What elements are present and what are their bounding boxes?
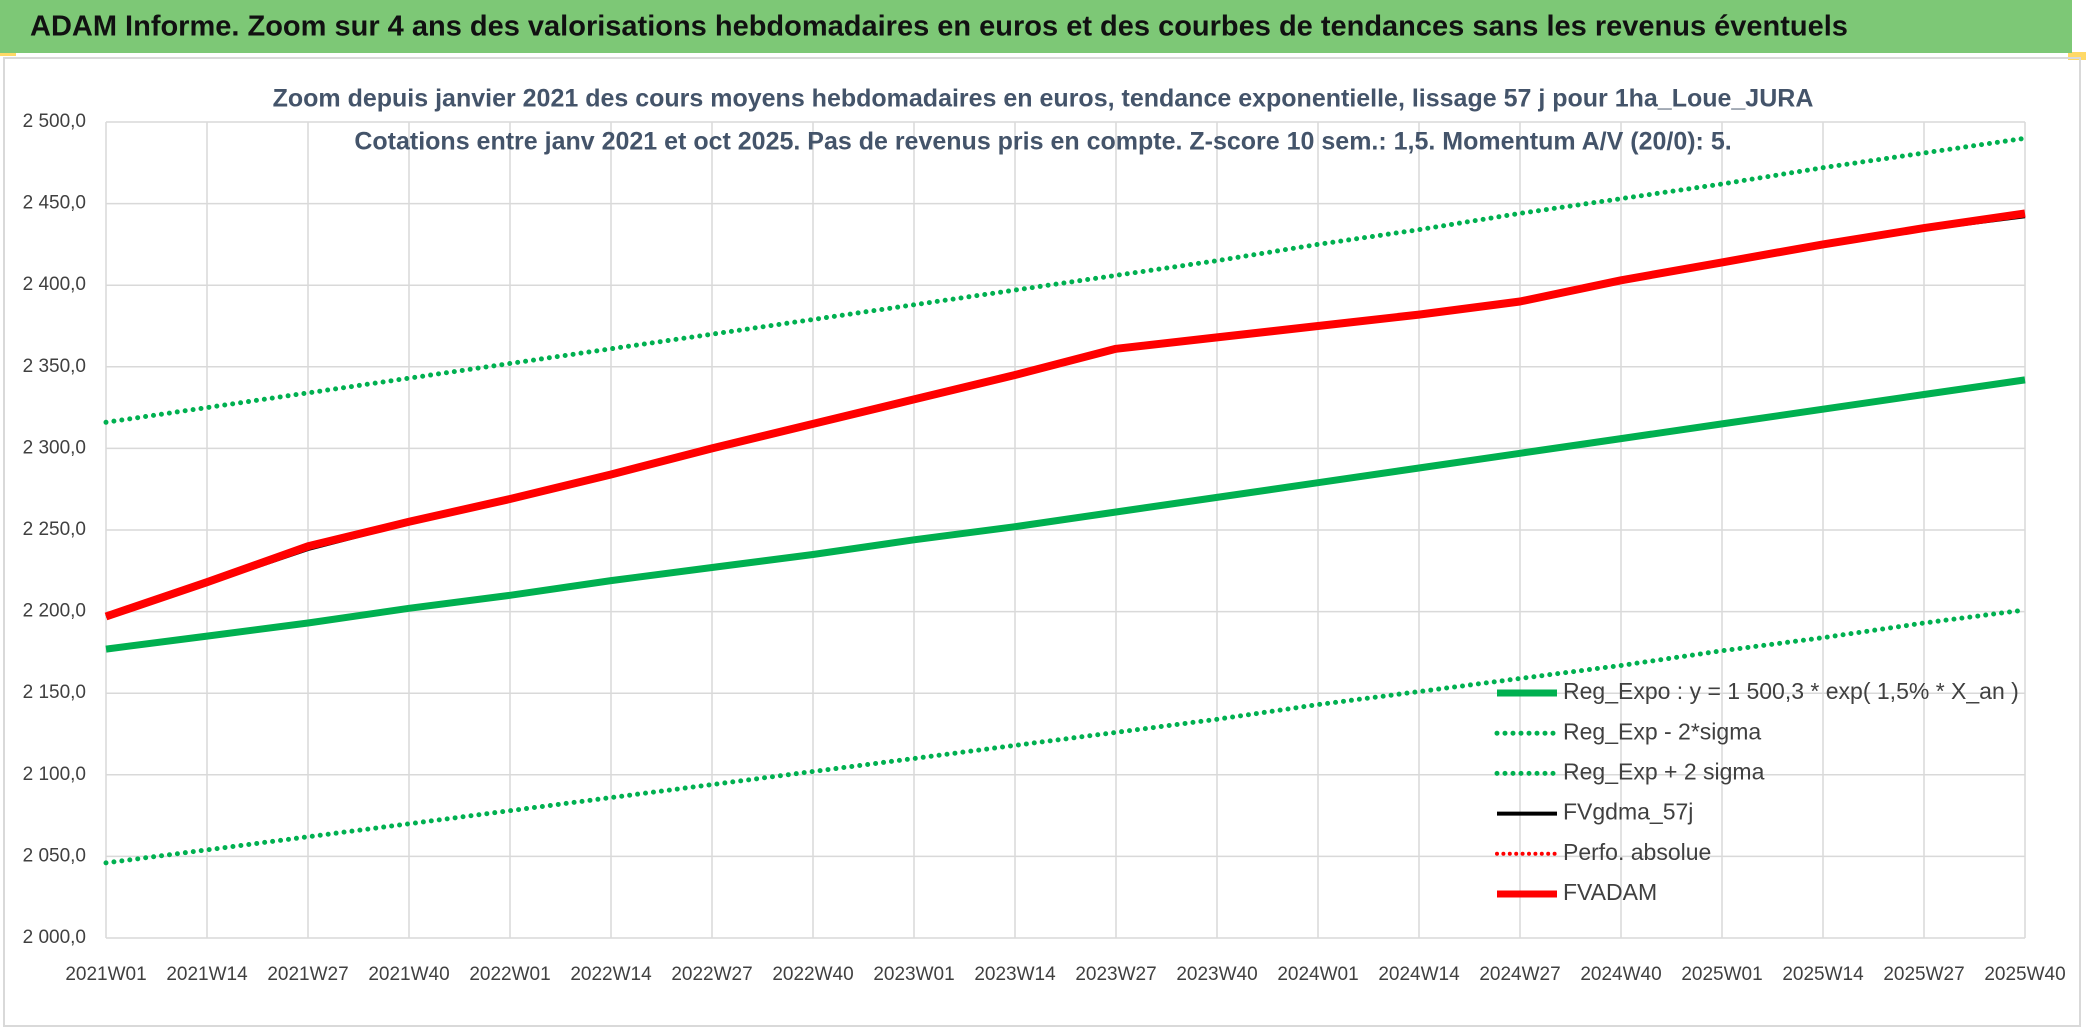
x-tick-label: 2023W40 [1176, 964, 1257, 985]
y-tick-label: 2 400,0 [23, 274, 86, 295]
x-tick-label: 2022W27 [671, 964, 752, 985]
series-line [103, 607, 2028, 866]
series-line [103, 135, 2028, 425]
x-tick-label: 2025W40 [1984, 964, 2065, 985]
x-tick-label: 2022W01 [469, 964, 550, 985]
y-tick-label: 2 300,0 [23, 437, 86, 458]
plot [103, 135, 2028, 866]
y-tick-label: 2 100,0 [23, 764, 86, 785]
y-tick-label: 2 350,0 [23, 356, 86, 377]
series-line [105, 376, 2026, 653]
legend-label: Reg_Exp - 2*sigma [1563, 718, 1761, 744]
legend-label: FVgdma_57j [1563, 799, 1693, 825]
y-tick-label: 2 250,0 [23, 519, 86, 540]
legend-label: Perfo. absolue [1563, 839, 1711, 865]
x-tick-label: 2022W40 [772, 964, 853, 985]
legend: Reg_Expo : y = 1 500,3 * exp( 1,5% * X_a… [1494, 678, 2019, 905]
corner [0, 52, 16, 56]
header-band [0, 0, 2072, 53]
x-tick-label: 2024W27 [1479, 964, 1560, 985]
chart-subtitle: Cotations entre janv 2021 et oct 2025. P… [354, 128, 1731, 156]
x-tick-label: 2023W27 [1075, 964, 1156, 985]
corner [2068, 52, 2086, 60]
y-tick-label: 2 200,0 [23, 601, 86, 622]
x-tick-label: 2021W27 [267, 964, 348, 985]
chart-frame [3, 57, 2081, 1027]
y-tick-label: 2 450,0 [23, 193, 86, 214]
x-tick-label: 2021W01 [65, 964, 146, 985]
x-tick-label: 2023W01 [873, 964, 954, 985]
y-tick-label: 2 500,0 [23, 111, 86, 132]
legend-label: FVADAM [1563, 879, 1657, 905]
x-tick-label: 2025W27 [1883, 964, 1964, 985]
legend-label: Reg_Exp + 2 sigma [1563, 758, 1765, 784]
y-tick-label: 2 050,0 [23, 845, 86, 866]
x-tick-label: 2024W01 [1277, 964, 1358, 985]
x-tick-label: 2024W14 [1378, 964, 1460, 985]
y-tick-label: 2 000,0 [23, 927, 86, 948]
x-tick-label: 2021W14 [166, 964, 248, 985]
x-tick-label: 2023W14 [974, 964, 1056, 985]
x-tick-label: 2022W14 [570, 964, 652, 985]
x-tick-label: 2025W14 [1782, 964, 1864, 985]
header-title: ADAM Informe. Zoom sur 4 ans des valoris… [30, 11, 1848, 43]
series-line [104, 209, 2026, 621]
y-tick-label: 2 150,0 [23, 682, 86, 703]
legend-label: Reg_Expo : y = 1 500,3 * exp( 1,5% * X_a… [1563, 678, 2019, 704]
chart-title: Zoom depuis janvier 2021 des cours moyen… [273, 85, 1814, 113]
x-tick-label: 2021W40 [368, 964, 449, 985]
grid: 2 000,0 2 050,0 2 100,0 2 150,0 2 200,0 2 250… [23, 111, 2066, 985]
x-tick-label: 2025W01 [1681, 964, 1762, 985]
x-tick-label: 2024W40 [1580, 964, 1661, 985]
